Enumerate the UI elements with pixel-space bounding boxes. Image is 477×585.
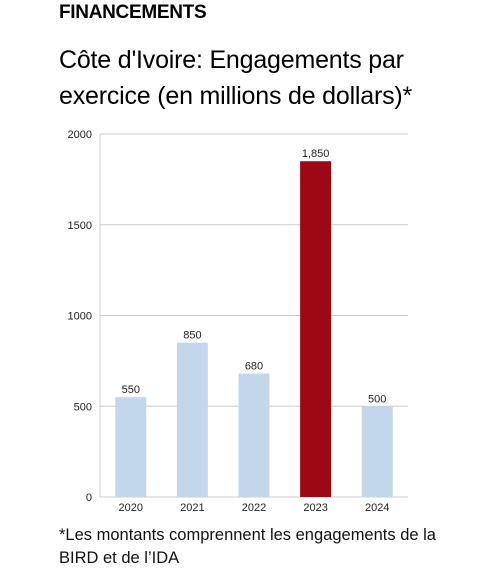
data-label-2023: 1,850 — [302, 148, 330, 160]
bar-2020 — [115, 397, 147, 497]
bar-2023 — [300, 161, 332, 497]
y-tick-label: 1500 — [68, 220, 92, 232]
section-title: FINANCEMENTS — [59, 2, 207, 23]
bar-2021 — [176, 342, 208, 497]
y-tick-label: 0 — [86, 492, 92, 504]
bars — [115, 161, 393, 497]
bar-2022 — [238, 373, 270, 497]
x-axis-ticks: 2020 2021 2022 2023 2024 — [119, 502, 390, 514]
gridlines — [99, 133, 408, 498]
y-tick-label: 2000 — [68, 129, 92, 141]
x-tick-label-2022: 2022 — [242, 502, 266, 514]
footnote: *Les montants comprennent les engagement… — [59, 526, 436, 567]
y-tick-label: 500 — [74, 401, 92, 413]
y-axis-ticks: 0 500 1000 1500 2000 — [68, 129, 92, 504]
data-label-2020: 550 — [122, 384, 140, 396]
data-label-2022: 680 — [245, 361, 263, 373]
x-tick-label-2020: 2020 — [119, 502, 143, 514]
data-label-2021: 850 — [183, 330, 201, 342]
data-label-2024: 500 — [368, 393, 386, 405]
x-tick-label-2021: 2021 — [180, 502, 204, 514]
bar-2024 — [361, 406, 393, 497]
chart-title: Côte d'Ivoire: Engagements par exercice … — [59, 46, 413, 110]
x-tick-label-2024: 2024 — [365, 502, 389, 514]
x-tick-label-2023: 2023 — [303, 502, 327, 514]
y-tick-label: 1000 — [68, 311, 92, 323]
data-labels: 550 850 680 1,850 500 — [122, 148, 387, 405]
